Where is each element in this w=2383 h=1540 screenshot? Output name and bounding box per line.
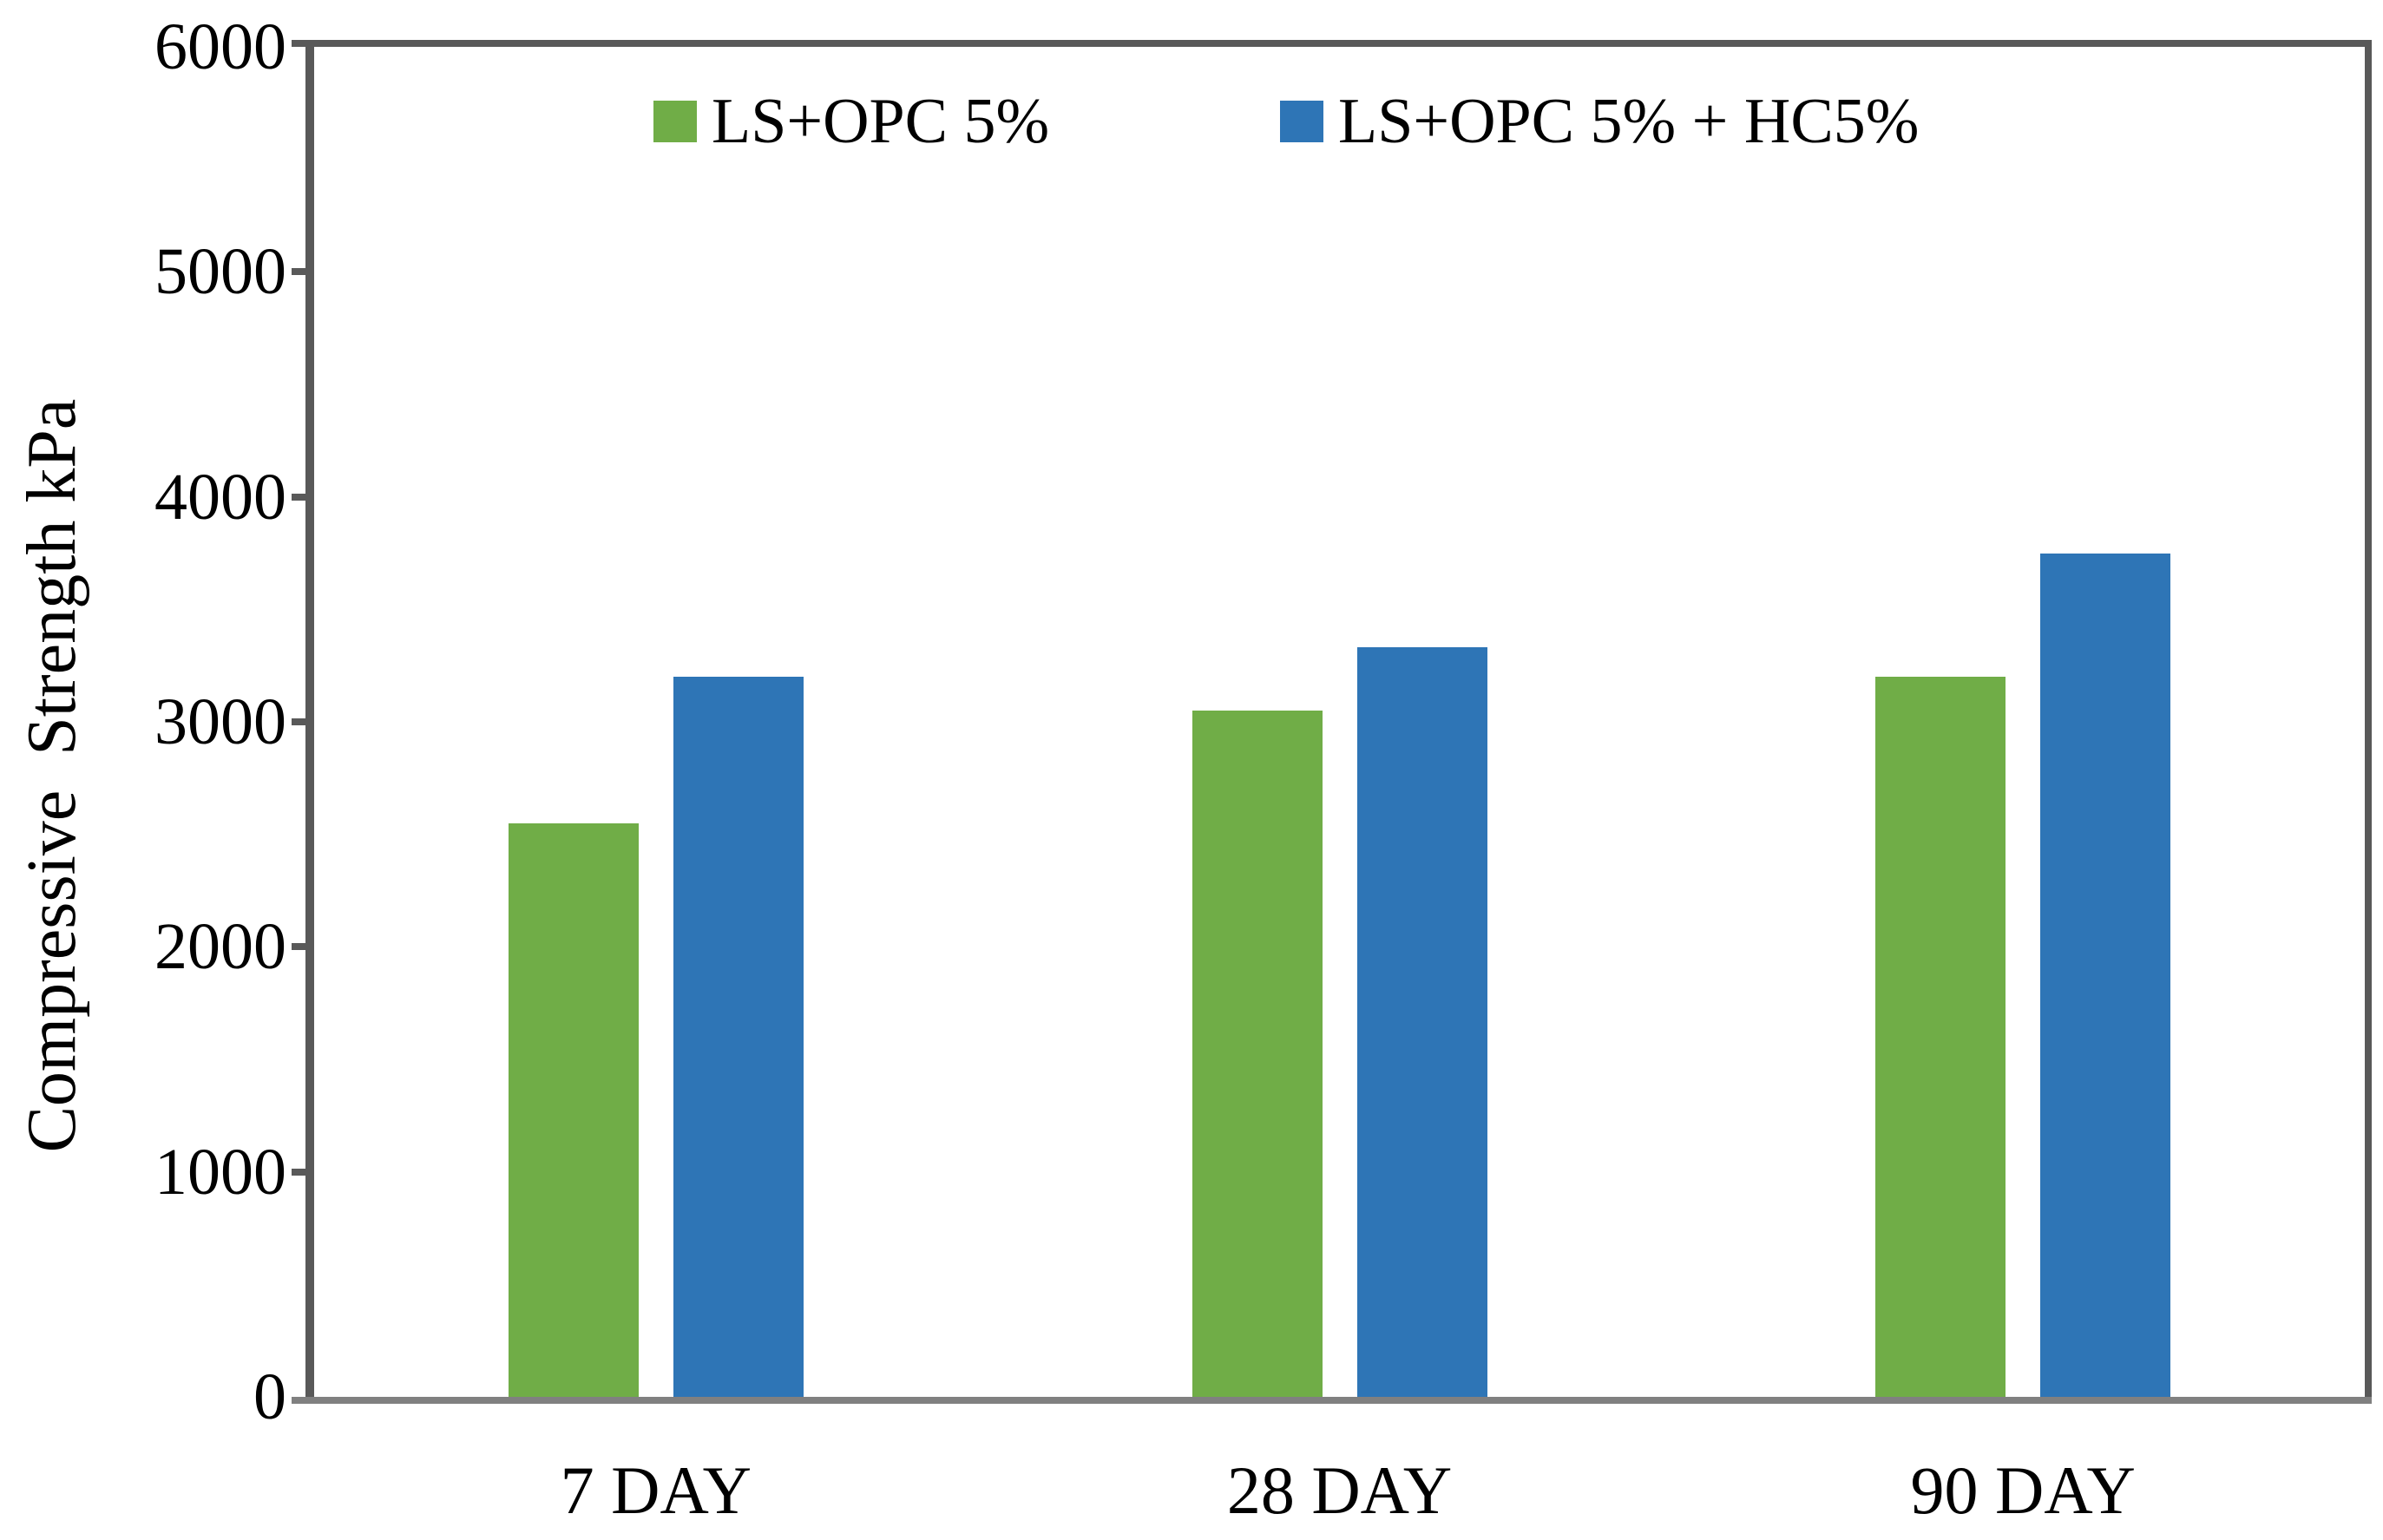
y-tick-label-6000: 6000	[154, 10, 286, 83]
legend-swatch-icon	[653, 101, 697, 142]
y-tick-label-2000: 2000	[154, 910, 286, 984]
x-axis-line	[292, 1397, 2372, 1404]
y-tick-5000	[292, 268, 305, 276]
legend-label: LS+OPC 5%	[712, 86, 1050, 157]
bar-series2-28-day	[1356, 647, 1487, 1397]
y-tick-label-1000: 1000	[154, 1135, 286, 1209]
plot-right-border	[2365, 40, 2372, 1404]
x-label-7-day: 7 DAY	[560, 1452, 752, 1528]
legend-label: LS+OPC 5% + HC5%	[1338, 86, 1920, 157]
y-tick-label-0: 0	[253, 1360, 286, 1433]
y-tick-4000	[292, 493, 305, 501]
legend-item-1: LS+OPC 5%	[653, 80, 1049, 163]
y-tick-label-4000: 4000	[154, 460, 286, 534]
x-label-28-day: 28 DAY	[1226, 1452, 1453, 1528]
bar-series2-90-day	[2040, 553, 2171, 1397]
y-tick-label-3000: 3000	[154, 685, 286, 758]
y-tick-1000	[292, 1168, 305, 1176]
bar-series2-7-day	[673, 677, 804, 1397]
plot-area	[314, 47, 2365, 1397]
plot-top-border	[292, 40, 2372, 47]
y-tick-3000	[292, 718, 305, 725]
x-label-90-day: 90 DAY	[1910, 1452, 2136, 1528]
y-axis-line	[305, 40, 314, 1404]
y-tick-2000	[292, 943, 305, 951]
legend-swatch-icon	[1280, 101, 1323, 142]
bar-series1-28-day	[1192, 711, 1323, 1397]
bar-series1-90-day	[1875, 677, 2006, 1397]
y-tick-label-5000: 5000	[154, 235, 286, 309]
bar-series1-7-day	[508, 822, 639, 1397]
legend-item-2: LS+OPC 5% + HC5%	[1280, 80, 1919, 163]
